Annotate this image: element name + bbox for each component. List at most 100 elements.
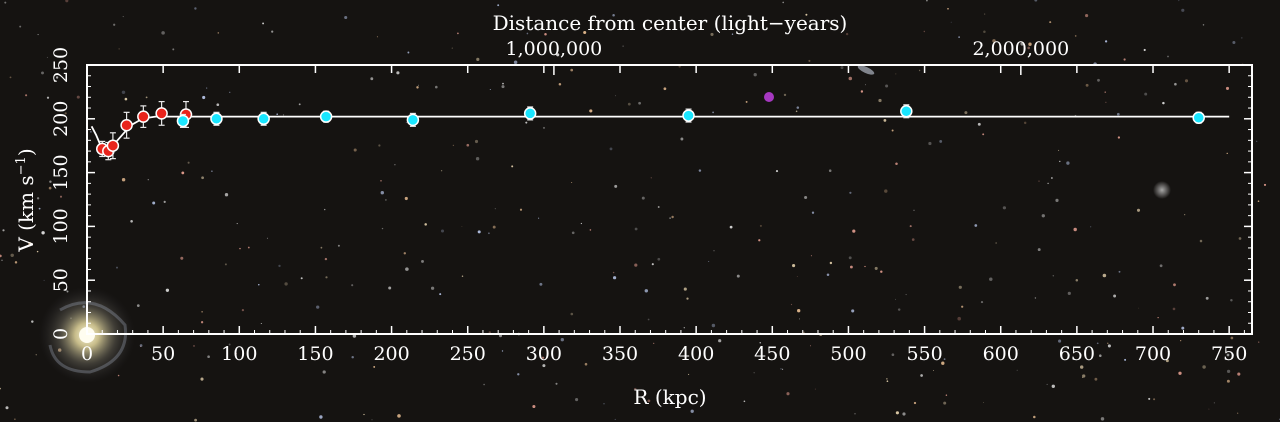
star — [300, 277, 303, 280]
star — [385, 199, 387, 201]
y-tick-label: 0 — [50, 328, 72, 340]
star — [1096, 342, 1099, 345]
star — [381, 227, 384, 230]
star — [5, 406, 9, 410]
star — [743, 400, 746, 403]
star — [982, 133, 985, 136]
star — [241, 308, 245, 312]
star — [786, 392, 790, 396]
star — [1138, 307, 1140, 309]
star — [671, 215, 674, 219]
star — [541, 356, 545, 360]
data-point — [682, 109, 695, 122]
star — [187, 161, 190, 164]
star — [519, 208, 523, 211]
star — [64, 112, 67, 115]
x-tick-label: 0 — [81, 343, 93, 365]
x-tick-label: 250 — [450, 343, 486, 365]
star — [1237, 412, 1239, 414]
star — [124, 97, 128, 101]
star — [1136, 208, 1141, 212]
star — [680, 137, 684, 141]
data-point — [176, 114, 190, 128]
star — [810, 255, 812, 257]
series-1 — [95, 100, 193, 161]
star — [542, 364, 546, 368]
star — [712, 111, 714, 114]
star — [76, 95, 80, 99]
star — [797, 309, 801, 313]
star — [1123, 58, 1126, 61]
star — [1102, 273, 1107, 278]
star — [217, 32, 220, 34]
star — [796, 276, 798, 278]
star — [614, 184, 618, 188]
star — [31, 320, 34, 323]
star — [1104, 91, 1106, 93]
star — [229, 91, 231, 93]
star — [731, 33, 734, 35]
star — [782, 368, 784, 370]
star — [525, 121, 528, 124]
star — [194, 7, 197, 10]
star — [36, 250, 39, 253]
star — [1148, 397, 1151, 400]
star — [65, 0, 69, 3]
star — [650, 177, 652, 179]
star — [634, 227, 638, 231]
star — [494, 208, 496, 210]
star — [538, 217, 540, 219]
y-axis-title-main: V (km s — [14, 175, 38, 252]
x-tick-label: 600 — [983, 343, 1019, 365]
data-point — [406, 113, 420, 127]
star — [840, 66, 844, 70]
star — [939, 139, 943, 143]
star — [145, 96, 148, 99]
star — [397, 414, 401, 418]
x-tick-label: 750 — [1211, 343, 1247, 365]
star — [1066, 161, 1070, 165]
star — [121, 90, 126, 95]
star — [483, 383, 485, 386]
star — [895, 162, 898, 165]
star — [1049, 21, 1052, 24]
star — [228, 343, 231, 346]
star — [532, 404, 536, 409]
star — [488, 331, 491, 334]
star — [1105, 101, 1107, 103]
star — [376, 36, 378, 38]
star — [492, 225, 496, 229]
star — [1256, 140, 1258, 143]
star — [41, 71, 44, 75]
star — [1213, 402, 1215, 404]
series-2 — [176, 104, 1205, 129]
star — [0, 254, 2, 258]
star — [475, 157, 480, 161]
star — [1230, 336, 1234, 340]
star — [811, 211, 815, 214]
star — [913, 401, 917, 405]
star — [542, 126, 546, 129]
star — [316, 305, 320, 309]
star — [980, 301, 984, 304]
star — [1055, 198, 1059, 202]
star — [351, 284, 354, 287]
star — [891, 129, 894, 132]
star — [622, 45, 624, 47]
star — [941, 361, 945, 365]
star — [38, 207, 41, 210]
x-tick-label: 300 — [526, 343, 562, 365]
data-point — [210, 112, 223, 126]
star — [353, 148, 357, 152]
star — [795, 110, 798, 113]
star — [466, 143, 470, 147]
star — [1172, 307, 1176, 311]
star — [1162, 101, 1165, 105]
star — [181, 171, 185, 175]
star — [796, 106, 800, 109]
star — [319, 415, 323, 419]
star — [1028, 42, 1032, 46]
star — [759, 342, 761, 344]
